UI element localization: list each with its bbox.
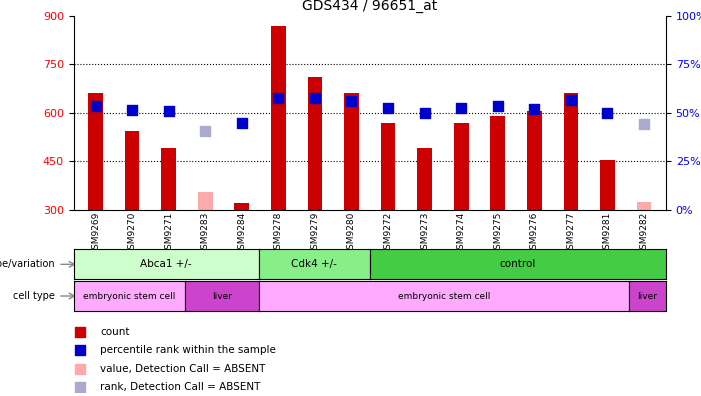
Bar bbox=[564, 93, 578, 210]
Bar bbox=[491, 116, 505, 210]
Text: value, Detection Call = ABSENT: value, Detection Call = ABSENT bbox=[100, 364, 266, 373]
Bar bbox=[417, 148, 432, 210]
Bar bbox=[198, 192, 212, 210]
Bar bbox=[600, 160, 615, 210]
Text: rank, Detection Call = ABSENT: rank, Detection Call = ABSENT bbox=[100, 382, 261, 392]
Text: Abca1 +/-: Abca1 +/- bbox=[140, 259, 192, 269]
Point bbox=[419, 110, 430, 116]
Bar bbox=[637, 202, 651, 210]
Point bbox=[529, 106, 540, 112]
Text: liver: liver bbox=[212, 291, 232, 301]
Title: GDS434 / 96651_at: GDS434 / 96651_at bbox=[302, 0, 437, 13]
Text: count: count bbox=[100, 327, 130, 337]
Text: cell type: cell type bbox=[13, 291, 55, 301]
Bar bbox=[381, 123, 395, 210]
Point bbox=[492, 103, 503, 109]
Point bbox=[90, 103, 101, 110]
Text: genotype/variation: genotype/variation bbox=[0, 259, 55, 269]
Point bbox=[309, 95, 320, 101]
Point bbox=[456, 105, 467, 111]
Bar bbox=[271, 25, 286, 210]
Text: embryonic stem cell: embryonic stem cell bbox=[397, 291, 490, 301]
Point bbox=[346, 97, 357, 104]
Bar bbox=[161, 148, 176, 210]
Point bbox=[163, 108, 175, 114]
Point bbox=[74, 347, 85, 354]
Point bbox=[200, 128, 211, 134]
Text: liver: liver bbox=[637, 291, 658, 301]
Text: embryonic stem cell: embryonic stem cell bbox=[83, 291, 175, 301]
Bar bbox=[88, 93, 103, 210]
Point bbox=[565, 97, 576, 103]
Bar bbox=[344, 93, 359, 210]
Bar bbox=[527, 111, 542, 210]
Point bbox=[602, 110, 613, 116]
Bar bbox=[454, 123, 468, 210]
Point bbox=[126, 107, 137, 113]
Point bbox=[383, 105, 394, 111]
Point bbox=[639, 121, 650, 128]
Point bbox=[74, 329, 85, 335]
Bar bbox=[308, 77, 322, 210]
Bar bbox=[235, 204, 249, 210]
Bar bbox=[125, 131, 139, 210]
Point bbox=[273, 95, 284, 101]
Text: percentile rank within the sample: percentile rank within the sample bbox=[100, 345, 276, 355]
Point bbox=[236, 120, 247, 126]
Text: control: control bbox=[500, 259, 536, 269]
Point bbox=[74, 384, 85, 390]
Point bbox=[74, 366, 85, 372]
Text: Cdk4 +/-: Cdk4 +/- bbox=[292, 259, 337, 269]
